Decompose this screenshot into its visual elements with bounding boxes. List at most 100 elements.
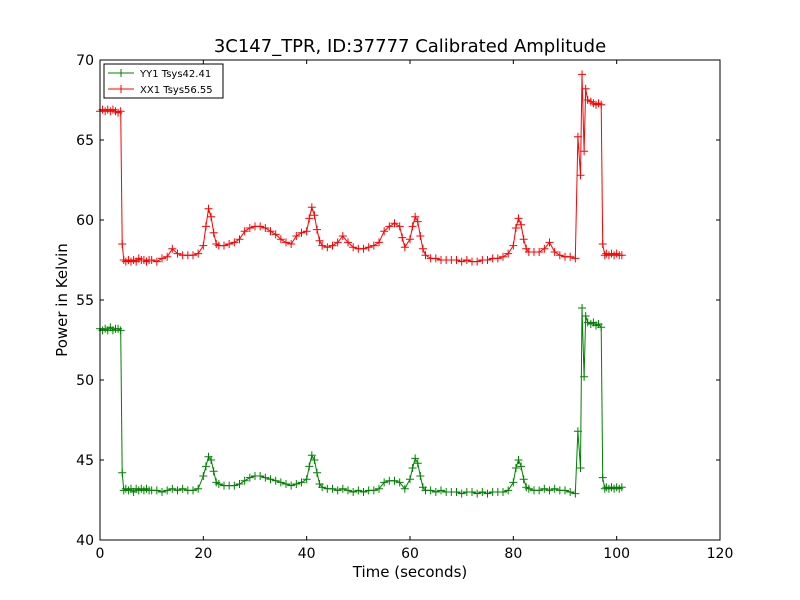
data-point bbox=[431, 488, 440, 496]
data-point bbox=[318, 483, 327, 492]
data-point bbox=[550, 248, 559, 256]
data-point bbox=[462, 256, 471, 264]
plot-background bbox=[100, 60, 720, 540]
data-point bbox=[235, 480, 244, 488]
data-point bbox=[168, 484, 177, 493]
data-point bbox=[483, 256, 492, 264]
x-tick-label: 100 bbox=[603, 546, 630, 562]
data-point bbox=[499, 252, 507, 261]
data-point bbox=[580, 372, 589, 381]
data-point bbox=[230, 238, 239, 247]
data-point bbox=[245, 224, 254, 232]
data-point bbox=[230, 481, 239, 490]
data-point bbox=[209, 467, 218, 476]
data-point bbox=[305, 462, 314, 471]
data-point bbox=[287, 481, 296, 490]
data-point bbox=[517, 462, 526, 471]
x-tick-label: 0 bbox=[96, 546, 105, 562]
data-point bbox=[240, 227, 249, 236]
data-point bbox=[344, 238, 352, 247]
data-point bbox=[282, 480, 290, 488]
data-point bbox=[333, 238, 342, 247]
data-point bbox=[349, 243, 358, 252]
data-point bbox=[598, 240, 607, 248]
data-point bbox=[201, 462, 210, 471]
data-point bbox=[385, 222, 394, 231]
plot-area bbox=[96, 59, 721, 541]
data-point bbox=[597, 323, 606, 332]
data-point bbox=[256, 472, 265, 480]
data-point bbox=[302, 227, 311, 236]
data-point bbox=[408, 464, 417, 472]
x-tick-label: 60 bbox=[401, 546, 419, 562]
data-point bbox=[209, 228, 218, 237]
y-tick-label: 55 bbox=[76, 293, 94, 309]
data-point bbox=[375, 238, 383, 247]
data-point bbox=[400, 484, 409, 493]
data-point bbox=[147, 256, 156, 264]
data-point bbox=[282, 238, 290, 247]
data-point bbox=[302, 475, 311, 484]
data-point bbox=[426, 486, 435, 495]
series-yy1 bbox=[96, 304, 626, 498]
data-point bbox=[199, 472, 208, 480]
data-point bbox=[473, 489, 482, 498]
data-point bbox=[344, 486, 352, 495]
data-point bbox=[535, 486, 544, 495]
data-point bbox=[292, 232, 301, 240]
data-point bbox=[519, 475, 528, 484]
data-point bbox=[271, 476, 280, 485]
data-point bbox=[194, 484, 203, 493]
data-point bbox=[535, 248, 544, 256]
x-tick-label: 20 bbox=[194, 546, 212, 562]
data-point bbox=[328, 484, 337, 493]
y-tick-label: 45 bbox=[76, 453, 94, 469]
data-point bbox=[359, 244, 368, 253]
data-point bbox=[578, 304, 587, 312]
legend-label-yy1: YY1 Tsys42.41 bbox=[139, 69, 211, 80]
data-point bbox=[152, 486, 161, 495]
data-point bbox=[256, 222, 265, 231]
data-point bbox=[452, 488, 461, 496]
data-point bbox=[398, 233, 407, 242]
y-tick-label: 65 bbox=[76, 133, 94, 149]
data-point bbox=[118, 468, 127, 477]
data-point bbox=[511, 224, 520, 232]
data-point bbox=[292, 480, 301, 488]
data-point bbox=[364, 243, 373, 252]
data-point bbox=[540, 484, 549, 493]
legend-label-xx1: XX1 Tsys56.55 bbox=[140, 85, 213, 96]
y-tick-label: 70 bbox=[76, 53, 94, 69]
data-point bbox=[493, 254, 502, 263]
data-point bbox=[566, 252, 575, 261]
data-point bbox=[545, 238, 554, 247]
legend: YY1 Tsys42.41 XX1 Tsys56.55 bbox=[103, 63, 224, 99]
series-layer bbox=[96, 70, 626, 498]
data-point bbox=[573, 427, 582, 436]
legend-item-yy1: YY1 Tsys42.41 bbox=[108, 69, 211, 80]
data-point bbox=[207, 456, 216, 464]
data-point bbox=[116, 107, 125, 116]
data-point bbox=[418, 244, 427, 253]
data-point bbox=[517, 220, 526, 229]
data-point bbox=[416, 472, 425, 480]
data-point bbox=[369, 241, 378, 250]
data-point bbox=[158, 254, 166, 263]
data-point bbox=[307, 451, 316, 460]
data-point bbox=[163, 252, 172, 261]
data-point bbox=[204, 204, 213, 213]
data-point bbox=[457, 489, 466, 498]
data-point bbox=[375, 484, 383, 493]
data-point bbox=[201, 222, 210, 231]
data-point bbox=[413, 459, 422, 468]
data-point bbox=[411, 212, 420, 221]
data-point bbox=[313, 225, 321, 234]
data-point bbox=[406, 235, 414, 244]
data-point bbox=[408, 222, 417, 231]
data-point bbox=[178, 484, 187, 493]
x-tick-label: 120 bbox=[707, 546, 734, 562]
data-point bbox=[400, 243, 409, 252]
x-axis-label: Time (seconds) bbox=[352, 563, 468, 581]
data-point bbox=[550, 484, 559, 493]
